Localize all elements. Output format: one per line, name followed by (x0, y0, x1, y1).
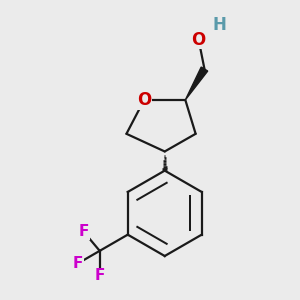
Text: H: H (212, 16, 226, 34)
Text: F: F (94, 268, 105, 284)
Text: O: O (137, 91, 151, 109)
Text: O: O (191, 31, 206, 49)
Text: F: F (78, 224, 89, 239)
Text: F: F (73, 256, 83, 271)
Polygon shape (185, 67, 208, 100)
